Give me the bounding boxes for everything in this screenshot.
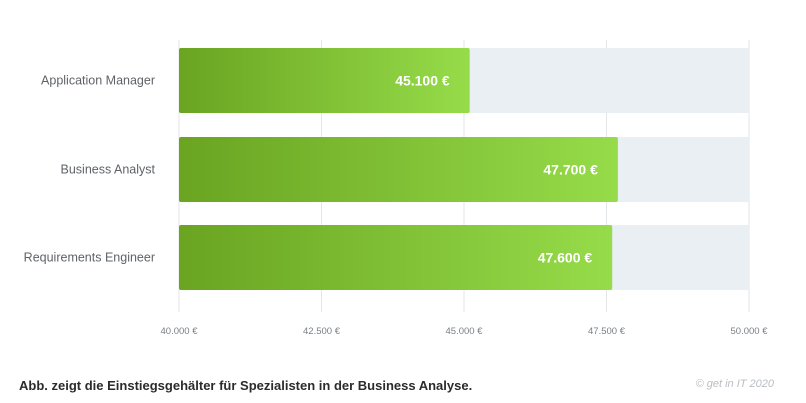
x-tick-label: 42.500 €	[303, 326, 341, 337]
bar	[179, 48, 470, 113]
x-tick-label: 47.500 €	[588, 326, 626, 337]
category-label: Requirements Engineer	[24, 251, 155, 265]
copyright-notice: © get in IT 2020	[695, 378, 774, 390]
x-axis-ticks: 40.000 € 42.500 € 45.000 € 47.500 € 50.000 €	[161, 326, 769, 337]
bar	[179, 225, 613, 290]
x-tick-label: 40.000 €	[161, 326, 199, 337]
value-label: 45.100 €	[395, 73, 450, 89]
category-labels: Application Manager Business Analyst Requi…	[24, 74, 156, 265]
value-label: 47.700 €	[543, 162, 598, 178]
x-tick-label: 45.000 €	[446, 326, 484, 337]
category-label: Application Manager	[41, 74, 155, 88]
value-label: 47.600 €	[538, 250, 593, 266]
bar	[179, 137, 618, 202]
value-labels: 45.100 € 47.700 € 47.600 €	[395, 73, 598, 266]
bars	[179, 48, 618, 290]
figure-caption: Abb. zeigt die Einstiegsgehälter für Spe…	[19, 378, 473, 393]
category-label: Business Analyst	[61, 163, 156, 177]
x-tick-label: 50.000 €	[731, 326, 769, 337]
